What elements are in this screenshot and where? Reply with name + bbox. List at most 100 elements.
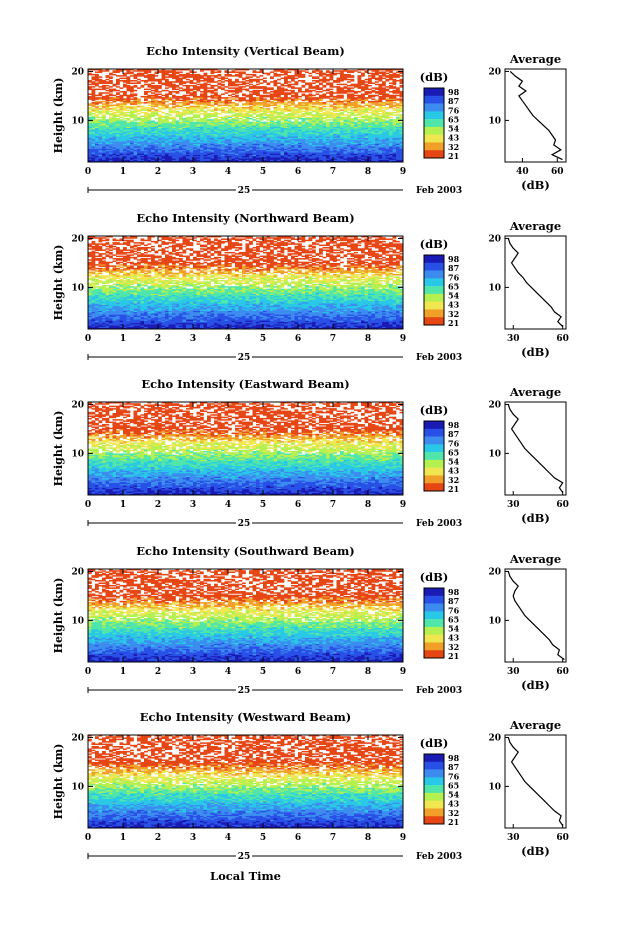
heatmap-cell [228,116,232,118]
heatmap-cell [95,114,99,116]
heatmap-cell [330,89,334,91]
heatmap-cell [183,107,187,109]
heatmap-cell [389,82,393,84]
heatmap-cell [211,100,215,102]
heatmap-cell [256,86,260,88]
heatmap-cell [274,98,278,100]
heatmap-cell [172,117,176,119]
heatmap-cell [249,106,253,108]
heatmap-cell [347,81,351,83]
heatmap-cell [358,104,362,106]
heatmap-cell [158,107,162,109]
heatmap-cell [176,104,180,106]
heatmap-cell [284,102,288,104]
heatmap-cell [207,113,211,115]
heatmap-cell [396,95,400,97]
heatmap-cell [319,82,323,84]
heatmap-cell [249,86,253,88]
heatmap-cell [109,80,113,82]
heatmap-cell [347,114,351,116]
heatmap-cell [137,106,141,108]
heatmap-cell [141,118,145,120]
heatmap-cell [323,85,327,87]
heatmap-cell [242,86,246,88]
heatmap-cell [225,116,229,118]
heatmap-cell [312,114,316,116]
heatmap-cell [393,86,397,88]
heatmap-cell [218,117,222,119]
heatmap-cell [291,98,295,100]
heatmap-cell [393,90,397,92]
heatmap-cell [333,96,337,98]
heatmap-cell [221,87,225,89]
heatmap-cell [288,97,292,99]
heatmap-cell [389,95,393,97]
heatmap-cell [246,89,250,91]
heatmap-cell [141,85,145,87]
heatmap-cell [88,86,92,88]
heatmap-cell [183,85,187,87]
heatmap-cell [137,81,141,83]
heatmap-cell [218,113,222,115]
heatmap-cell [221,101,225,103]
heatmap-cell [211,119,215,121]
heatmap-cell [249,122,253,124]
heatmap-cell [214,100,218,102]
heatmap-cell [162,116,166,118]
heatmap-cell [351,109,355,111]
heatmap-cell [95,95,99,97]
heatmap-cell [106,90,110,92]
heatmap-cell [277,112,281,114]
heatmap-cell [386,93,390,95]
heatmap-cell [249,93,253,95]
heatmap-cell [323,90,327,92]
heatmap-cell [151,90,155,92]
heatmap-cell [365,122,369,124]
heatmap-cell [354,122,358,124]
heatmap-cell [323,106,327,108]
heatmap-cell [249,118,253,120]
heatmap-cell [319,113,323,115]
heatmap-cell [158,111,162,113]
heatmap-cell [288,101,292,103]
heatmap-cell [396,117,400,119]
heatmap-cell [172,84,176,86]
heatmap-cell [372,95,376,97]
heatmap-cell [221,104,225,106]
heatmap-cell [365,107,369,109]
heatmap-cell [102,80,106,82]
heatmap-cell [134,85,138,87]
heatmap-cell [263,95,267,97]
heatmap-cell [288,84,292,86]
heatmap-cell [158,96,162,98]
heatmap-cell [228,87,232,89]
heatmap-cell [347,108,351,110]
heatmap-cell [190,101,194,103]
heatmap-cell [375,84,379,86]
heatmap-cell [158,101,162,103]
heatmap-cell [242,113,246,115]
heatmap-cell [200,93,204,95]
heatmap-cell [225,97,229,99]
heatmap-cell [372,117,376,119]
heatmap-cell [326,111,330,113]
heatmap-cell [123,118,127,120]
heatmap-cell [260,86,264,88]
heatmap-cell [365,91,369,93]
heatmap-cell [109,93,113,95]
heatmap-cell [340,95,344,97]
heatmap-cell [99,106,103,108]
heatmap-cell [323,108,327,110]
heatmap-cell [186,117,190,119]
heatmap-cell [354,97,358,99]
heatmap-cell [302,118,306,120]
heatmap-cell [88,117,92,119]
heatmap-cell [242,89,246,91]
heatmap-cell [389,119,393,121]
heatmap-cell [95,106,99,108]
heatmap-cell [148,104,152,106]
heatmap-cell [284,114,288,116]
heatmap-cell [298,122,302,124]
heatmap-cell [221,97,225,99]
heatmap-cell [127,109,131,111]
